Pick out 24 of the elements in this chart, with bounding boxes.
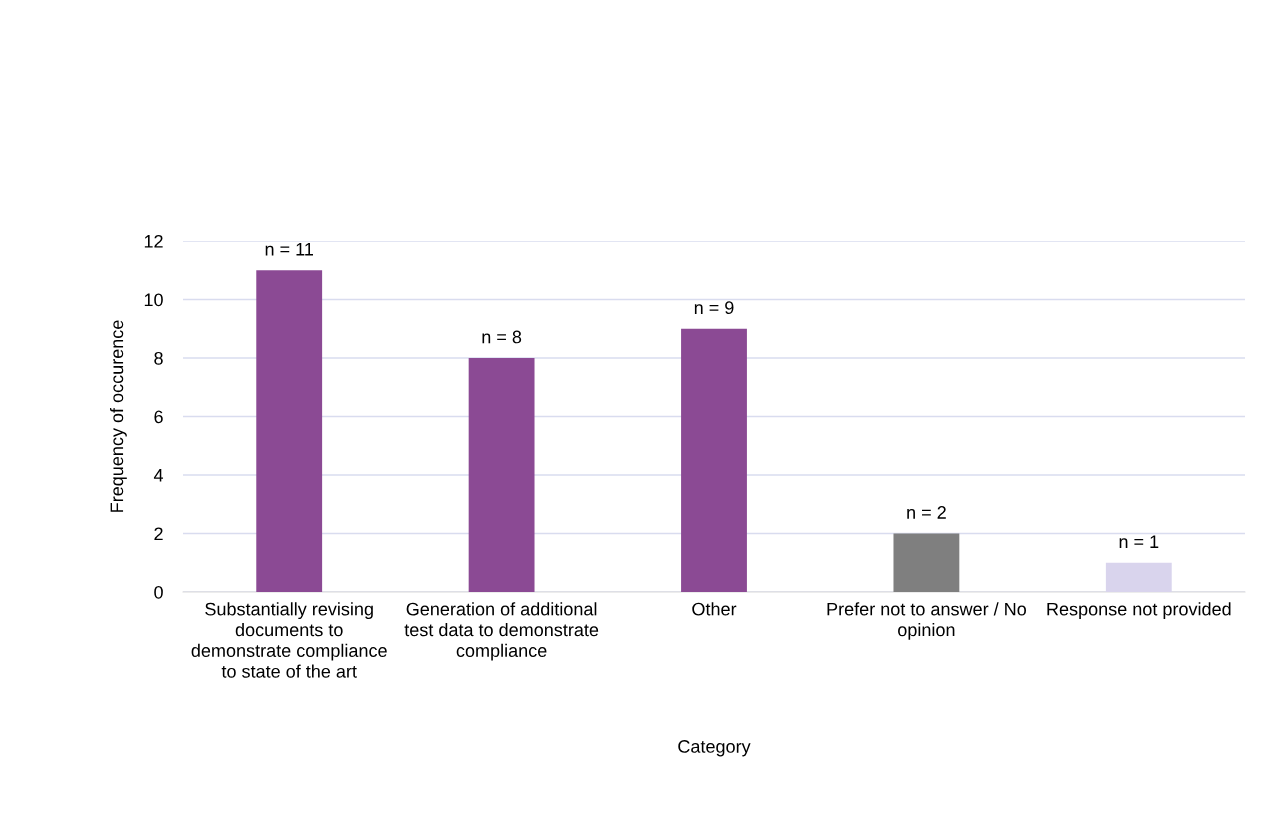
bar <box>468 358 535 592</box>
y-tick-label: 12 <box>144 234 163 248</box>
y-axis-title: Frequency of occurence <box>110 320 127 512</box>
bar <box>681 328 747 592</box>
x-tick-label: Prefer not to answer / No opinion <box>827 602 1026 640</box>
x-axis-title: Category <box>678 740 751 757</box>
bar <box>893 533 960 592</box>
y-tick-label: 2 <box>154 527 163 541</box>
y-tick-label: 6 <box>154 410 163 424</box>
data-label: n = 8 <box>482 330 522 344</box>
bar <box>1105 562 1172 592</box>
data-label: n = 11 <box>265 242 314 256</box>
bar <box>256 270 323 592</box>
y-tick-label: 4 <box>153 469 164 482</box>
y-tick-label: 8 <box>154 351 163 365</box>
x-tick-label: Other <box>692 602 737 616</box>
data-label: n = 2 <box>907 506 946 519</box>
x-tick-label: Response not provided <box>1047 602 1231 620</box>
x-tick-label: Generation of additional test data to demonstrate compliance <box>404 602 599 661</box>
y-tick-label: 10 <box>144 293 163 307</box>
data-label: n = 1 <box>1119 535 1159 548</box>
x-tick-label: Substantially revising documents to demonstrate compliance to state of the art <box>191 602 387 678</box>
data-label: n = 9 <box>694 301 734 315</box>
y-tick-label: 0 <box>154 585 163 599</box>
